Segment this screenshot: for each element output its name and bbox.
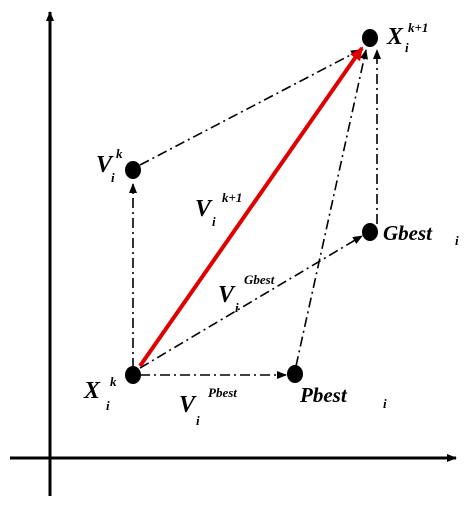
pbest-to-xnext (295, 49, 368, 367)
label-sub: i (212, 214, 216, 229)
point-gbest (362, 223, 378, 241)
label-sub: i (455, 233, 459, 248)
label-main: V (218, 282, 236, 308)
label-sup: k (110, 374, 117, 389)
point-xnext (362, 29, 378, 47)
label-sup: k (116, 146, 123, 161)
label-sub: i (106, 398, 110, 413)
label-main: V (179, 392, 197, 418)
new-velocity (138, 46, 364, 368)
label-sub: i (111, 170, 115, 185)
label-sub: i (196, 413, 200, 428)
label-main: X (83, 378, 101, 404)
label-sub: i (405, 40, 409, 55)
gbest-vector (139, 235, 363, 369)
label-sup: k+1 (222, 190, 242, 205)
label-main: Pbest (299, 383, 348, 407)
label-main: X (386, 24, 404, 50)
label-sup: k+1 (408, 20, 428, 35)
label-sub: i (383, 396, 387, 411)
label-sub: i (235, 300, 239, 315)
label-sup: Gbest (244, 272, 275, 287)
label-sup: Pbest (208, 385, 237, 400)
point-pbest (287, 365, 303, 383)
label-main: V (195, 196, 213, 222)
vk-to-xnext (139, 49, 361, 166)
point-vk (125, 161, 141, 179)
label-main: Gbest (383, 221, 433, 245)
label-main: V (96, 152, 114, 178)
point-xk (125, 366, 141, 384)
